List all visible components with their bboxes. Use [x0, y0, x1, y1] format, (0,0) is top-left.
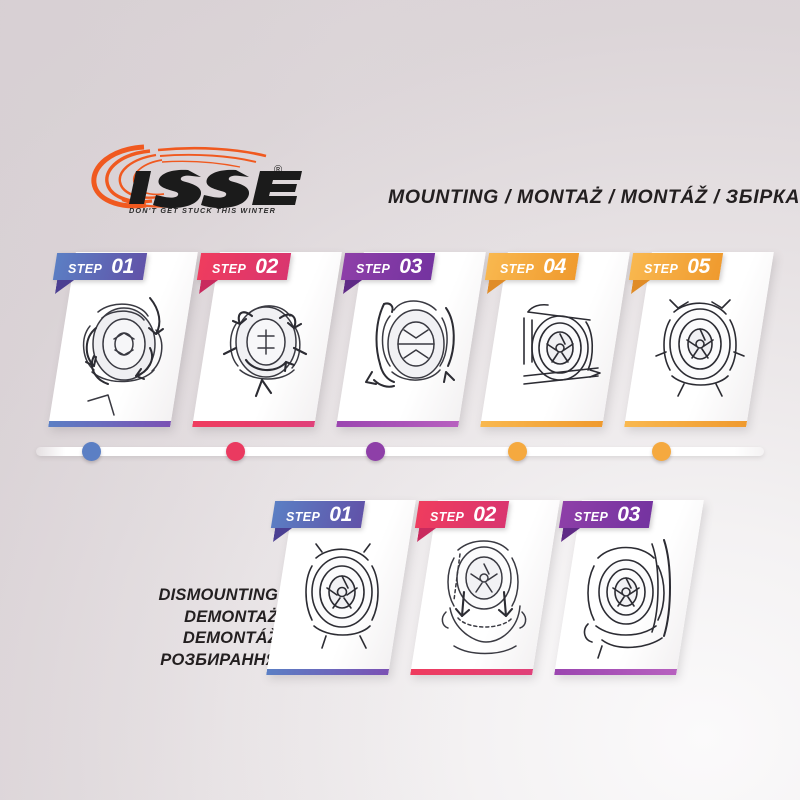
- isse-logo-svg: ® DON'T GET STUCK THIS WINTER: [91, 144, 302, 215]
- ribbon-step-number: 02: [473, 503, 497, 526]
- ribbon-dismounting-01[interactable]: STEP 01: [270, 501, 366, 528]
- chain-hook-attach-icon: [222, 305, 308, 398]
- isse-swoosh-icon: [91, 144, 267, 209]
- ribbon-step-word: STEP: [644, 262, 679, 276]
- card-stripe: [624, 421, 748, 427]
- ribbon-dismounting-02[interactable]: STEP 02: [414, 501, 510, 528]
- dismounting-line-cs: DEMONTÁŽ: [182, 629, 278, 647]
- brand-logo: ® DON'T GET STUCK THIS WINTER: [88, 143, 303, 215]
- dismounting-card-01[interactable]: [266, 500, 416, 675]
- mounting-card-03[interactable]: [336, 252, 486, 427]
- mounting-card-05[interactable]: [624, 252, 774, 427]
- timeline-dot-01: [82, 442, 101, 461]
- ribbon-step-word: STEP: [286, 510, 321, 524]
- wheel-plain-icon: [305, 543, 379, 649]
- ribbon-step-number: 03: [399, 255, 423, 278]
- card-stripe: [336, 421, 460, 427]
- chain-pull-down-icon: [441, 540, 527, 655]
- ribbon-mounting-01[interactable]: STEP 01: [52, 253, 148, 280]
- mounting-heading: MOUNTING / MONTAŻ / MONTÁŽ / ЗБІРКА: [388, 186, 800, 208]
- ribbon-step-number: 01: [329, 503, 353, 526]
- chain-fitted-wheel-icon: [655, 299, 745, 397]
- ribbon-step-number: 01: [111, 255, 135, 278]
- registered-mark: ®: [274, 164, 282, 176]
- mounting-card-01[interactable]: [48, 252, 198, 427]
- card-stripe: [192, 421, 316, 427]
- timeline-dot-04: [508, 442, 527, 461]
- ribbon-step-number: 04: [543, 255, 567, 278]
- ribbon-step-word: STEP: [68, 262, 103, 276]
- card-illustration: [568, 500, 690, 675]
- ribbon-mounting-04[interactable]: STEP 04: [484, 253, 580, 280]
- ribbon-step-word: STEP: [574, 510, 609, 524]
- card-illustration: [350, 252, 472, 427]
- timeline-dot-02: [226, 442, 245, 461]
- ribbon-step-word: STEP: [500, 262, 535, 276]
- dismounting-line-en: DISMOUNTING: [158, 586, 278, 604]
- dismounting-heading: DISMOUNTING DEMONTAŻ DEMONTÁŽ РОЗБИРАННЯ: [118, 585, 278, 671]
- ribbon-step-word: STEP: [356, 262, 391, 276]
- card-stripe: [48, 421, 172, 427]
- mounting-card-02[interactable]: [192, 252, 342, 427]
- ribbon-step-number: 05: [687, 255, 711, 278]
- mounting-card-04[interactable]: [480, 252, 630, 427]
- timeline-dot-03: [366, 442, 385, 461]
- ribbon-mounting-03[interactable]: STEP 03: [340, 253, 436, 280]
- isse-wordmark: [129, 169, 302, 209]
- ribbon-mounting-02[interactable]: STEP 02: [196, 253, 292, 280]
- card-illustration: [280, 500, 402, 675]
- card-stripe: [480, 421, 604, 427]
- ribbon-step-word: STEP: [212, 262, 247, 276]
- ribbon-step-word: STEP: [430, 510, 465, 524]
- card-illustration: [62, 252, 184, 427]
- dismounting-line-uk: РОЗБИРАННЯ: [160, 650, 278, 669]
- card-stripe: [410, 669, 534, 675]
- ribbon-mounting-05[interactable]: STEP 05: [628, 253, 724, 280]
- dismounting-card-03[interactable]: [554, 500, 704, 675]
- chain-pull-over-tire-icon: [365, 300, 455, 388]
- card-stripe: [554, 669, 678, 675]
- brand-tagline: DON'T GET STUCK THIS WINTER: [129, 206, 276, 215]
- ribbon-step-number: 02: [255, 255, 279, 278]
- card-illustration: [206, 252, 328, 427]
- timeline-bar: [36, 447, 764, 456]
- card-illustration: [424, 500, 546, 675]
- timeline-dot-05: [652, 442, 671, 461]
- ribbon-dismounting-03[interactable]: STEP 03: [558, 501, 654, 528]
- drive-forward-wheel-icon: [523, 303, 601, 385]
- chain-remove-wheelarch-icon: [583, 539, 671, 659]
- wheel-chain-wrap-icon: [82, 297, 164, 416]
- card-stripe: [266, 669, 390, 675]
- ribbon-step-number: 03: [617, 503, 641, 526]
- card-illustration: [494, 252, 616, 427]
- dismounting-line-pl: DEMONTAŻ: [184, 607, 278, 626]
- dismounting-card-02[interactable]: [410, 500, 560, 675]
- card-illustration: [638, 252, 760, 427]
